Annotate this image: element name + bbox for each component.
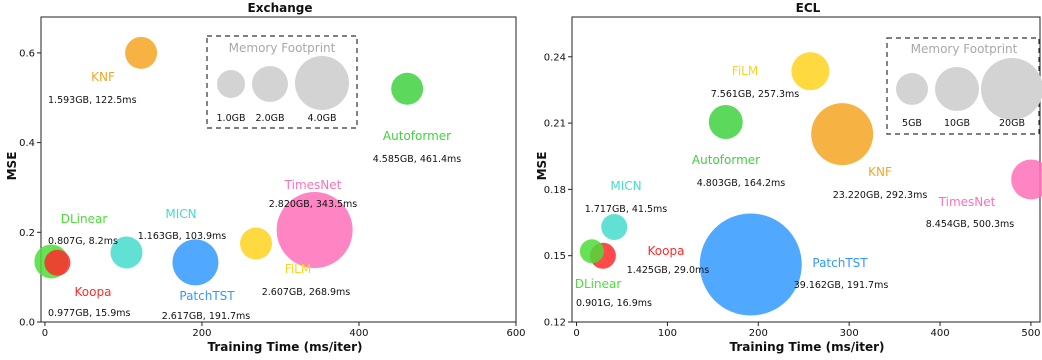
model-name-label: KNF [868, 165, 892, 179]
memory-time-label: 8.454GB, 500.3ms [926, 219, 1015, 230]
model-name-label: TimesNet [938, 195, 996, 209]
bubble-knf [125, 36, 158, 69]
model-name-label: KNF [91, 70, 115, 84]
x-axis-label: Training Time (ms/iter) [208, 340, 363, 354]
y-tick-label: 0.21 [544, 119, 566, 130]
x-tick-label: 100 [658, 328, 677, 339]
memory-time-label: 1.425GB, 29.0ms [627, 265, 710, 276]
legend-title: Memory Footprint [911, 42, 1018, 56]
model-name-label: Autoformer [692, 153, 760, 167]
x-axis-label: Training Time (ms/iter) [730, 340, 885, 354]
bubble-timesnet [276, 192, 353, 269]
bubble-patchtst [172, 239, 219, 286]
y-tick-label: 0.0 [19, 318, 35, 329]
chart-0: Exchange Training Time (ms/iter) MSE 0.0 0.2… [5, 1, 526, 354]
model-name-label: MICN [165, 207, 196, 221]
memory-time-label: 1.593GB, 122.5ms [48, 95, 137, 106]
model-name-label: MICN [610, 179, 641, 193]
model-name-label: Koopa [75, 285, 112, 299]
memory-time-label: 1.717GB, 41.5ms [585, 204, 668, 215]
legend-size-circle [252, 66, 288, 102]
legend-size-label: 1.0GB [217, 113, 246, 124]
bubble-autoformer [391, 72, 424, 105]
memory-time-label: 23.220GB, 292.3ms [833, 190, 928, 201]
x-tick-label: 300 [840, 328, 859, 339]
model-name-label: DLinear [61, 212, 108, 226]
legend-size-circle [935, 67, 979, 111]
chart-1: ECL Training Time (ms/iter) MSE 0.12 0.15 0.1… [535, 1, 1042, 354]
y-axis-label: MSE [535, 152, 549, 181]
y-axis-label: MSE [5, 152, 19, 181]
bubble-koopa [44, 249, 71, 276]
bubble-timesnet [1011, 159, 1042, 200]
x-tick-label: 200 [192, 328, 211, 339]
memory-time-label: 0.807G, 8.2ms [48, 236, 118, 247]
memory-time-label: 2.617GB, 191.7ms [162, 311, 251, 322]
legend-size-label: 4.0GB [308, 113, 337, 124]
memory-time-label: 0.901G, 16.9ms [576, 298, 652, 309]
y-tick-label: 0.4 [19, 138, 35, 149]
y-tick-label: 0.12 [544, 318, 566, 329]
legend-size-circle [896, 73, 928, 105]
legend-size-circle [981, 58, 1042, 120]
model-name-label: Autoformer [383, 129, 451, 143]
bubble-knf [811, 103, 874, 166]
bubble-dlinear [579, 239, 604, 264]
x-tick-label: 0 [42, 328, 48, 339]
memory-time-label: 0.977GB, 15.9ms [48, 308, 131, 319]
legend-size-label: 20GB [999, 118, 1025, 129]
x-tick-label: 0 [573, 328, 579, 339]
bubble-film [240, 227, 273, 260]
y-tick-label: 0.6 [19, 48, 35, 59]
chart-title: ECL [796, 1, 821, 15]
model-name-label: PatchTST [812, 256, 868, 270]
memory-time-label: 2.607GB, 268.9ms [262, 287, 351, 298]
x-tick-label: 500 [1021, 328, 1040, 339]
memory-time-label: 39.162GB, 191.7ms [794, 280, 889, 291]
bubble-film [791, 52, 830, 91]
legend-size-label: 2.0GB [256, 113, 285, 124]
model-name-label: PatchTST [179, 289, 235, 303]
model-name-label: DLinear [575, 277, 622, 291]
bubble-autoformer [708, 104, 743, 139]
legend-size-circle [217, 70, 245, 98]
bubble-micn [601, 213, 628, 240]
memory-time-label: 7.561GB, 257.3ms [711, 89, 800, 100]
bubble-patchtst [699, 213, 802, 316]
model-name-label: Koopa [648, 244, 685, 258]
model-name-label: FiLM [285, 262, 311, 276]
x-tick-label: 600 [506, 328, 525, 339]
memory-time-label: 1.163GB, 103.9ms [138, 231, 227, 242]
legend-size-label: 10GB [944, 118, 970, 129]
plot-frame [40, 16, 517, 323]
x-tick-label: 200 [749, 328, 768, 339]
y-tick-label: 0.2 [19, 228, 35, 239]
chart-title: Exchange [248, 1, 313, 15]
model-name-label: TimesNet [284, 178, 342, 192]
memory-time-label: 4.803GB, 164.2ms [697, 178, 786, 189]
memory-time-label: 4.585GB, 461.4ms [373, 154, 462, 165]
y-tick-label: 0.18 [544, 185, 566, 196]
y-tick-label: 0.24 [544, 52, 566, 63]
bubble-micn [110, 236, 143, 269]
memory-time-label: 2.820GB, 343.5ms [269, 199, 358, 210]
legend-size-circle [295, 56, 349, 110]
x-tick-label: 400 [349, 328, 368, 339]
model-name-label: FiLM [732, 64, 758, 78]
legend-title: Memory Footprint [229, 41, 336, 55]
legend-size-label: 5GB [902, 118, 922, 129]
y-tick-label: 0.15 [544, 251, 566, 262]
x-tick-label: 400 [930, 328, 949, 339]
legend-box [206, 35, 358, 129]
